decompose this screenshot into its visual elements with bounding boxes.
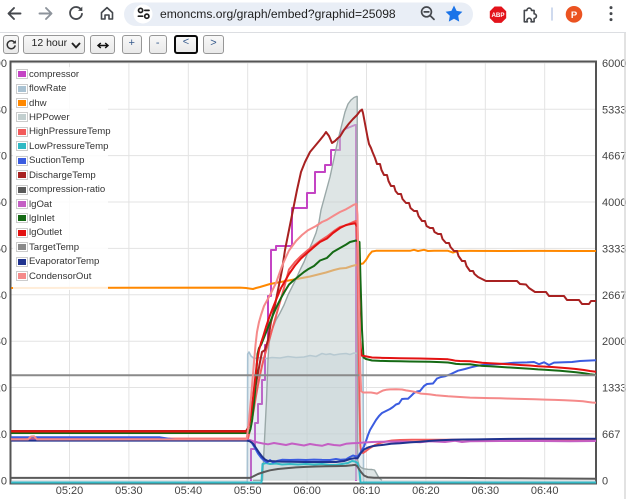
svg-text:06:00: 06:00 [293, 485, 321, 497]
svg-text:ABP: ABP [491, 12, 504, 19]
svg-text:90: 90 [0, 58, 7, 70]
svg-text:P: P [571, 10, 578, 21]
svg-text:40: 40 [0, 290, 7, 302]
svg-text:2000: 2000 [602, 336, 626, 348]
svg-text:10: 10 [0, 429, 7, 441]
svg-text:60: 60 [0, 197, 7, 209]
svg-text:06:10: 06:10 [353, 485, 381, 497]
svg-text:2667: 2667 [602, 290, 626, 302]
svg-text:05:40: 05:40 [175, 485, 203, 497]
svg-text:05:20: 05:20 [56, 485, 84, 497]
svg-text:05:30: 05:30 [115, 485, 143, 497]
svg-text:30: 30 [0, 336, 7, 348]
svg-text:06:20: 06:20 [412, 485, 440, 497]
svg-text:emoncms.org/graph/embed?graphi: emoncms.org/graph/embed?graphid=25098 [160, 7, 396, 21]
svg-text:06:40: 06:40 [531, 485, 559, 497]
svg-text:05:50: 05:50 [234, 485, 262, 497]
svg-text:20: 20 [0, 383, 7, 395]
svg-text:5333: 5333 [602, 104, 626, 116]
svg-text:1333: 1333 [602, 383, 626, 395]
svg-text:4667: 4667 [602, 151, 626, 163]
svg-text:0: 0 [1, 475, 7, 487]
svg-text:4000: 4000 [602, 197, 626, 209]
svg-text:06:30: 06:30 [472, 485, 500, 497]
svg-text:0: 0 [602, 475, 608, 487]
svg-text:70: 70 [0, 151, 7, 163]
svg-text:80: 80 [0, 104, 7, 116]
svg-text:3333: 3333 [602, 243, 626, 255]
svg-text:6000: 6000 [602, 58, 626, 70]
svg-text:50: 50 [0, 243, 7, 255]
svg-text:667: 667 [602, 429, 620, 441]
